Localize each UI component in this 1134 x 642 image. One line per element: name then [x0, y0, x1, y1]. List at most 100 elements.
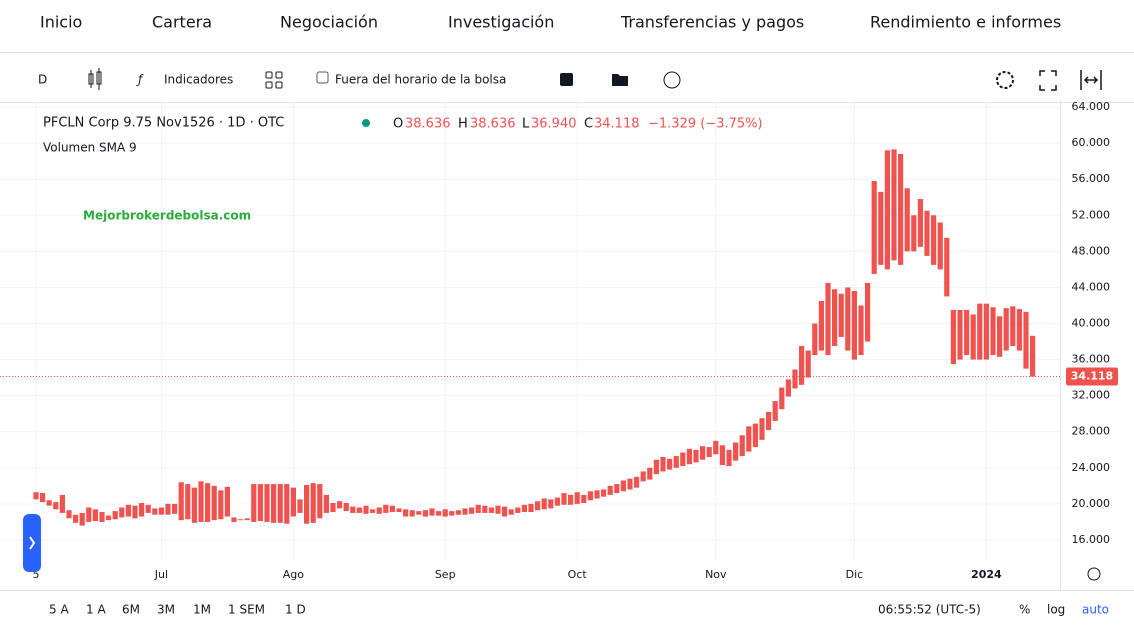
- range-button[interactable]: 1 SEM: [228, 603, 265, 617]
- candle-body: [574, 492, 580, 504]
- auto-toggle[interactable]: auto: [1082, 603, 1109, 617]
- candle-body: [449, 511, 455, 516]
- nav-item[interactable]: Cartera: [152, 13, 212, 32]
- candle-body: [330, 502, 336, 513]
- candle-body: [271, 484, 277, 523]
- candle-body: [535, 501, 541, 511]
- range-button[interactable]: 3M: [157, 603, 175, 617]
- candle-body: [1010, 306, 1016, 347]
- checkbox[interactable]: [316, 71, 329, 84]
- range-button[interactable]: 1 D: [285, 603, 306, 617]
- x-tick-label: 5: [33, 568, 40, 581]
- volume-label: Volumen SMA 9: [43, 141, 137, 155]
- candle-body: [706, 447, 712, 457]
- candle-body: [409, 510, 415, 517]
- candle-body: [779, 387, 785, 410]
- interval[interactable]: D: [38, 73, 47, 87]
- candle-body: [389, 505, 395, 513]
- candle-body: [495, 505, 501, 514]
- ranges: 5 A 1 A 6M 3M 1M 1 SEM 1 D: [49, 603, 306, 617]
- y-tick-label: 48.000: [1072, 244, 1111, 257]
- candle-body: [178, 482, 184, 521]
- nav-item[interactable]: Rendimiento e informes: [870, 13, 1061, 32]
- nav-item[interactable]: Negociación: [280, 13, 378, 32]
- candle-body: [59, 494, 65, 513]
- candle-body: [469, 507, 475, 514]
- candle-body: [502, 506, 508, 517]
- y-tick-label: 24.000: [1072, 461, 1111, 474]
- candle-body: [759, 418, 765, 440]
- candle-body: [152, 508, 158, 515]
- candle-body: [462, 508, 468, 515]
- ohlc-value: 34.118: [594, 117, 640, 132]
- candle-body: [568, 494, 574, 505]
- candle-body: [488, 507, 494, 513]
- x-tick-label: Ago: [283, 568, 305, 581]
- folder-icon[interactable]: [612, 74, 628, 86]
- fx-icon[interactable]: ƒ: [136, 73, 144, 87]
- save-icon[interactable]: [560, 73, 573, 86]
- candle-body: [277, 484, 283, 523]
- candle-body: [785, 379, 791, 397]
- status-dot: [362, 119, 370, 127]
- candle-body: [799, 346, 805, 385]
- layout-icon[interactable]: [265, 71, 283, 89]
- candle-body: [99, 512, 105, 522]
- candle-body: [515, 507, 521, 513]
- candle-body: [198, 481, 204, 522]
- range-button[interactable]: 1M: [193, 603, 211, 617]
- candle-body: [165, 503, 171, 515]
- candle-body: [911, 215, 917, 252]
- settings-icon[interactable]: [996, 71, 1014, 89]
- candle-body: [1023, 311, 1029, 369]
- candle-body: [1016, 309, 1022, 351]
- candle-body: [185, 484, 191, 520]
- change: −1.329 (−3.75%): [648, 117, 763, 132]
- candle-body: [627, 478, 633, 490]
- nav-item[interactable]: Investigación: [448, 13, 554, 32]
- fullscreen-icon[interactable]: [1039, 70, 1057, 91]
- candle-body: [119, 507, 125, 518]
- y-tick-label: 28.000: [1072, 425, 1111, 438]
- ohlc-label: C: [584, 117, 593, 132]
- candle-body: [878, 191, 884, 265]
- candle-body: [304, 484, 310, 524]
- candle-body: [653, 459, 659, 475]
- candle-body: [125, 504, 131, 517]
- candle-body: [46, 500, 52, 506]
- y-tick-label: 16.000: [1072, 533, 1111, 546]
- log-toggle[interactable]: log: [1047, 603, 1065, 617]
- extended-hours[interactable]: Fuera del horario de la bolsa: [335, 73, 506, 87]
- y-tick-label: 36.000: [1072, 353, 1111, 366]
- candle-body: [634, 476, 640, 488]
- candle-body: [508, 509, 514, 515]
- nav-item[interactable]: Transferencias y pagos: [620, 13, 804, 32]
- candle-body: [924, 210, 930, 256]
- y-tick-label: 20.000: [1072, 497, 1111, 510]
- percent-toggle[interactable]: %: [1019, 603, 1030, 617]
- x-tick-label: Jul: [154, 568, 168, 581]
- ohlc-value: 36.940: [531, 117, 577, 132]
- candle-body: [356, 507, 362, 513]
- range-button[interactable]: 5 A: [49, 603, 69, 617]
- info-icon[interactable]: [663, 71, 681, 89]
- candle-body: [772, 401, 778, 421]
- x-tick-label: Nov: [705, 568, 727, 581]
- axis-settings[interactable]: [1087, 567, 1101, 581]
- x-tick-label: 2024: [971, 568, 1002, 581]
- range-button[interactable]: 6M: [122, 603, 140, 617]
- candle-body: [601, 489, 607, 497]
- candle-body: [832, 289, 838, 347]
- side-toggle[interactable]: [23, 514, 41, 572]
- fit-icon[interactable]: [1080, 70, 1102, 90]
- candle-body: [139, 502, 145, 517]
- candle-body: [79, 512, 85, 526]
- candle-body: [482, 505, 488, 513]
- candle-body: [106, 515, 112, 521]
- indicators[interactable]: Indicadores: [164, 73, 233, 87]
- nav-item[interactable]: Inicio: [40, 13, 82, 32]
- candle-icon[interactable]: [88, 68, 102, 90]
- candle-body: [792, 369, 798, 389]
- range-button[interactable]: 1 A: [86, 603, 106, 617]
- candle-body: [172, 503, 178, 514]
